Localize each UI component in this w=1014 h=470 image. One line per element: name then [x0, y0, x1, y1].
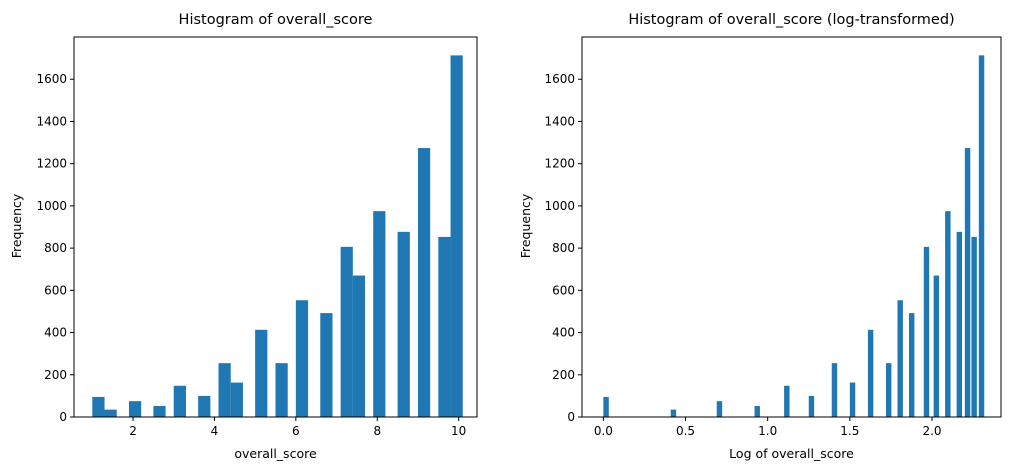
histogram-bar	[754, 406, 760, 417]
histogram-bar	[808, 395, 815, 417]
histogram-bar	[831, 363, 838, 417]
histogram-bar	[945, 211, 951, 417]
histogram-bar	[397, 231, 410, 417]
chart-overall-score-log: Histogram of overall_score (log-transfor…	[518, 12, 1002, 461]
histogram-bar	[92, 396, 105, 417]
chart-overall-score: Histogram of overall_score 2 4 6 8 10 0 200 40…	[9, 12, 478, 461]
histogram-bar	[173, 385, 186, 417]
histogram-bar	[295, 300, 309, 417]
axes-frame	[581, 36, 1002, 418]
chart-title: Histogram of overall_score (log-transfor…	[628, 12, 954, 28]
x-tick-label: 0.5	[676, 424, 695, 438]
x-tick-label: 10	[451, 424, 466, 438]
histogram-bar	[153, 406, 166, 417]
histogram-bar	[897, 300, 903, 417]
y-tick-label: 0	[567, 410, 575, 424]
histogram-bar	[964, 148, 971, 418]
histogram-bar	[933, 275, 940, 417]
x-tick-label: 8	[373, 424, 381, 438]
histogram-bar	[603, 396, 609, 417]
y-tick-label: 200	[552, 368, 575, 382]
y-tick-label: 1600	[544, 72, 575, 86]
y-tick-label: 400	[552, 326, 575, 340]
histogram-bar	[885, 363, 892, 417]
histogram-bar	[373, 211, 386, 417]
y-tick-label: 1400	[544, 114, 575, 128]
histogram-bar	[716, 401, 723, 417]
y-tick-label: 1000	[544, 199, 575, 213]
histogram-bar	[128, 401, 142, 417]
y-tick-label: 1600	[36, 72, 67, 86]
y-tick-label: 600	[44, 283, 67, 297]
y-axis-label: Frequency	[518, 193, 533, 258]
y-tick-label: 400	[44, 326, 67, 340]
x-tick-label: 2.0	[922, 424, 941, 438]
x-axis-label: overall_score	[234, 446, 317, 461]
histogram-bar	[978, 55, 985, 417]
y-tick-label: 1000	[36, 199, 67, 213]
bars	[603, 55, 985, 418]
histogram-bar	[923, 246, 930, 417]
y-tick-label: 1200	[36, 157, 67, 171]
histogram-bar	[320, 313, 333, 417]
histogram-bar	[908, 313, 915, 417]
x-tick-label: 1.5	[840, 424, 859, 438]
histogram-bar	[340, 246, 353, 417]
histogram-bar	[352, 275, 366, 417]
histogram-bar	[450, 55, 463, 417]
histogram-bar	[849, 382, 856, 417]
histogram-bar	[198, 395, 211, 417]
chart-title: Histogram of overall_score	[179, 12, 373, 28]
x-tick-label: 6	[292, 424, 300, 438]
y-tick-label: 1400	[36, 114, 67, 128]
histogram-bar	[104, 409, 117, 417]
histogram-bar	[275, 363, 288, 417]
y-tick-label: 200	[44, 368, 67, 382]
histogram-bar	[784, 385, 790, 417]
y-tick-label: 600	[552, 283, 575, 297]
bars	[92, 55, 463, 418]
y-tick-label: 1200	[544, 157, 575, 171]
histogram-bar	[417, 148, 431, 418]
y-tick-label: 800	[552, 241, 575, 255]
x-axis-label: Log of overall_score	[729, 446, 854, 461]
x-tick-label: 0.0	[594, 424, 613, 438]
x-tick-label: 1.0	[758, 424, 777, 438]
x-tick-label: 4	[211, 424, 219, 438]
histogram-bar	[670, 409, 677, 417]
y-axis-label: Frequency	[9, 193, 24, 258]
histogram-bar	[971, 236, 977, 417]
y-ticks: 0 200 400 600 800 1000 1200 1400 1600	[36, 72, 74, 424]
x-tick-label: 2	[129, 424, 137, 438]
x-ticks: 2 4 6 8 10	[129, 417, 466, 438]
y-ticks: 0 200 400 600 800 1000 1200 1400 1600	[544, 72, 582, 424]
x-ticks: 0.0 0.5 1.0 1.5 2.0	[594, 417, 942, 438]
histogram-bar	[218, 363, 231, 417]
y-tick-label: 0	[59, 410, 67, 424]
axes-frame	[73, 36, 478, 418]
histogram-bar	[255, 329, 268, 417]
histogram-bar	[956, 231, 963, 417]
histogram-bar	[867, 329, 874, 417]
histogram-bar	[230, 382, 243, 417]
y-tick-label: 800	[44, 241, 67, 255]
histogram-bar	[438, 236, 451, 417]
